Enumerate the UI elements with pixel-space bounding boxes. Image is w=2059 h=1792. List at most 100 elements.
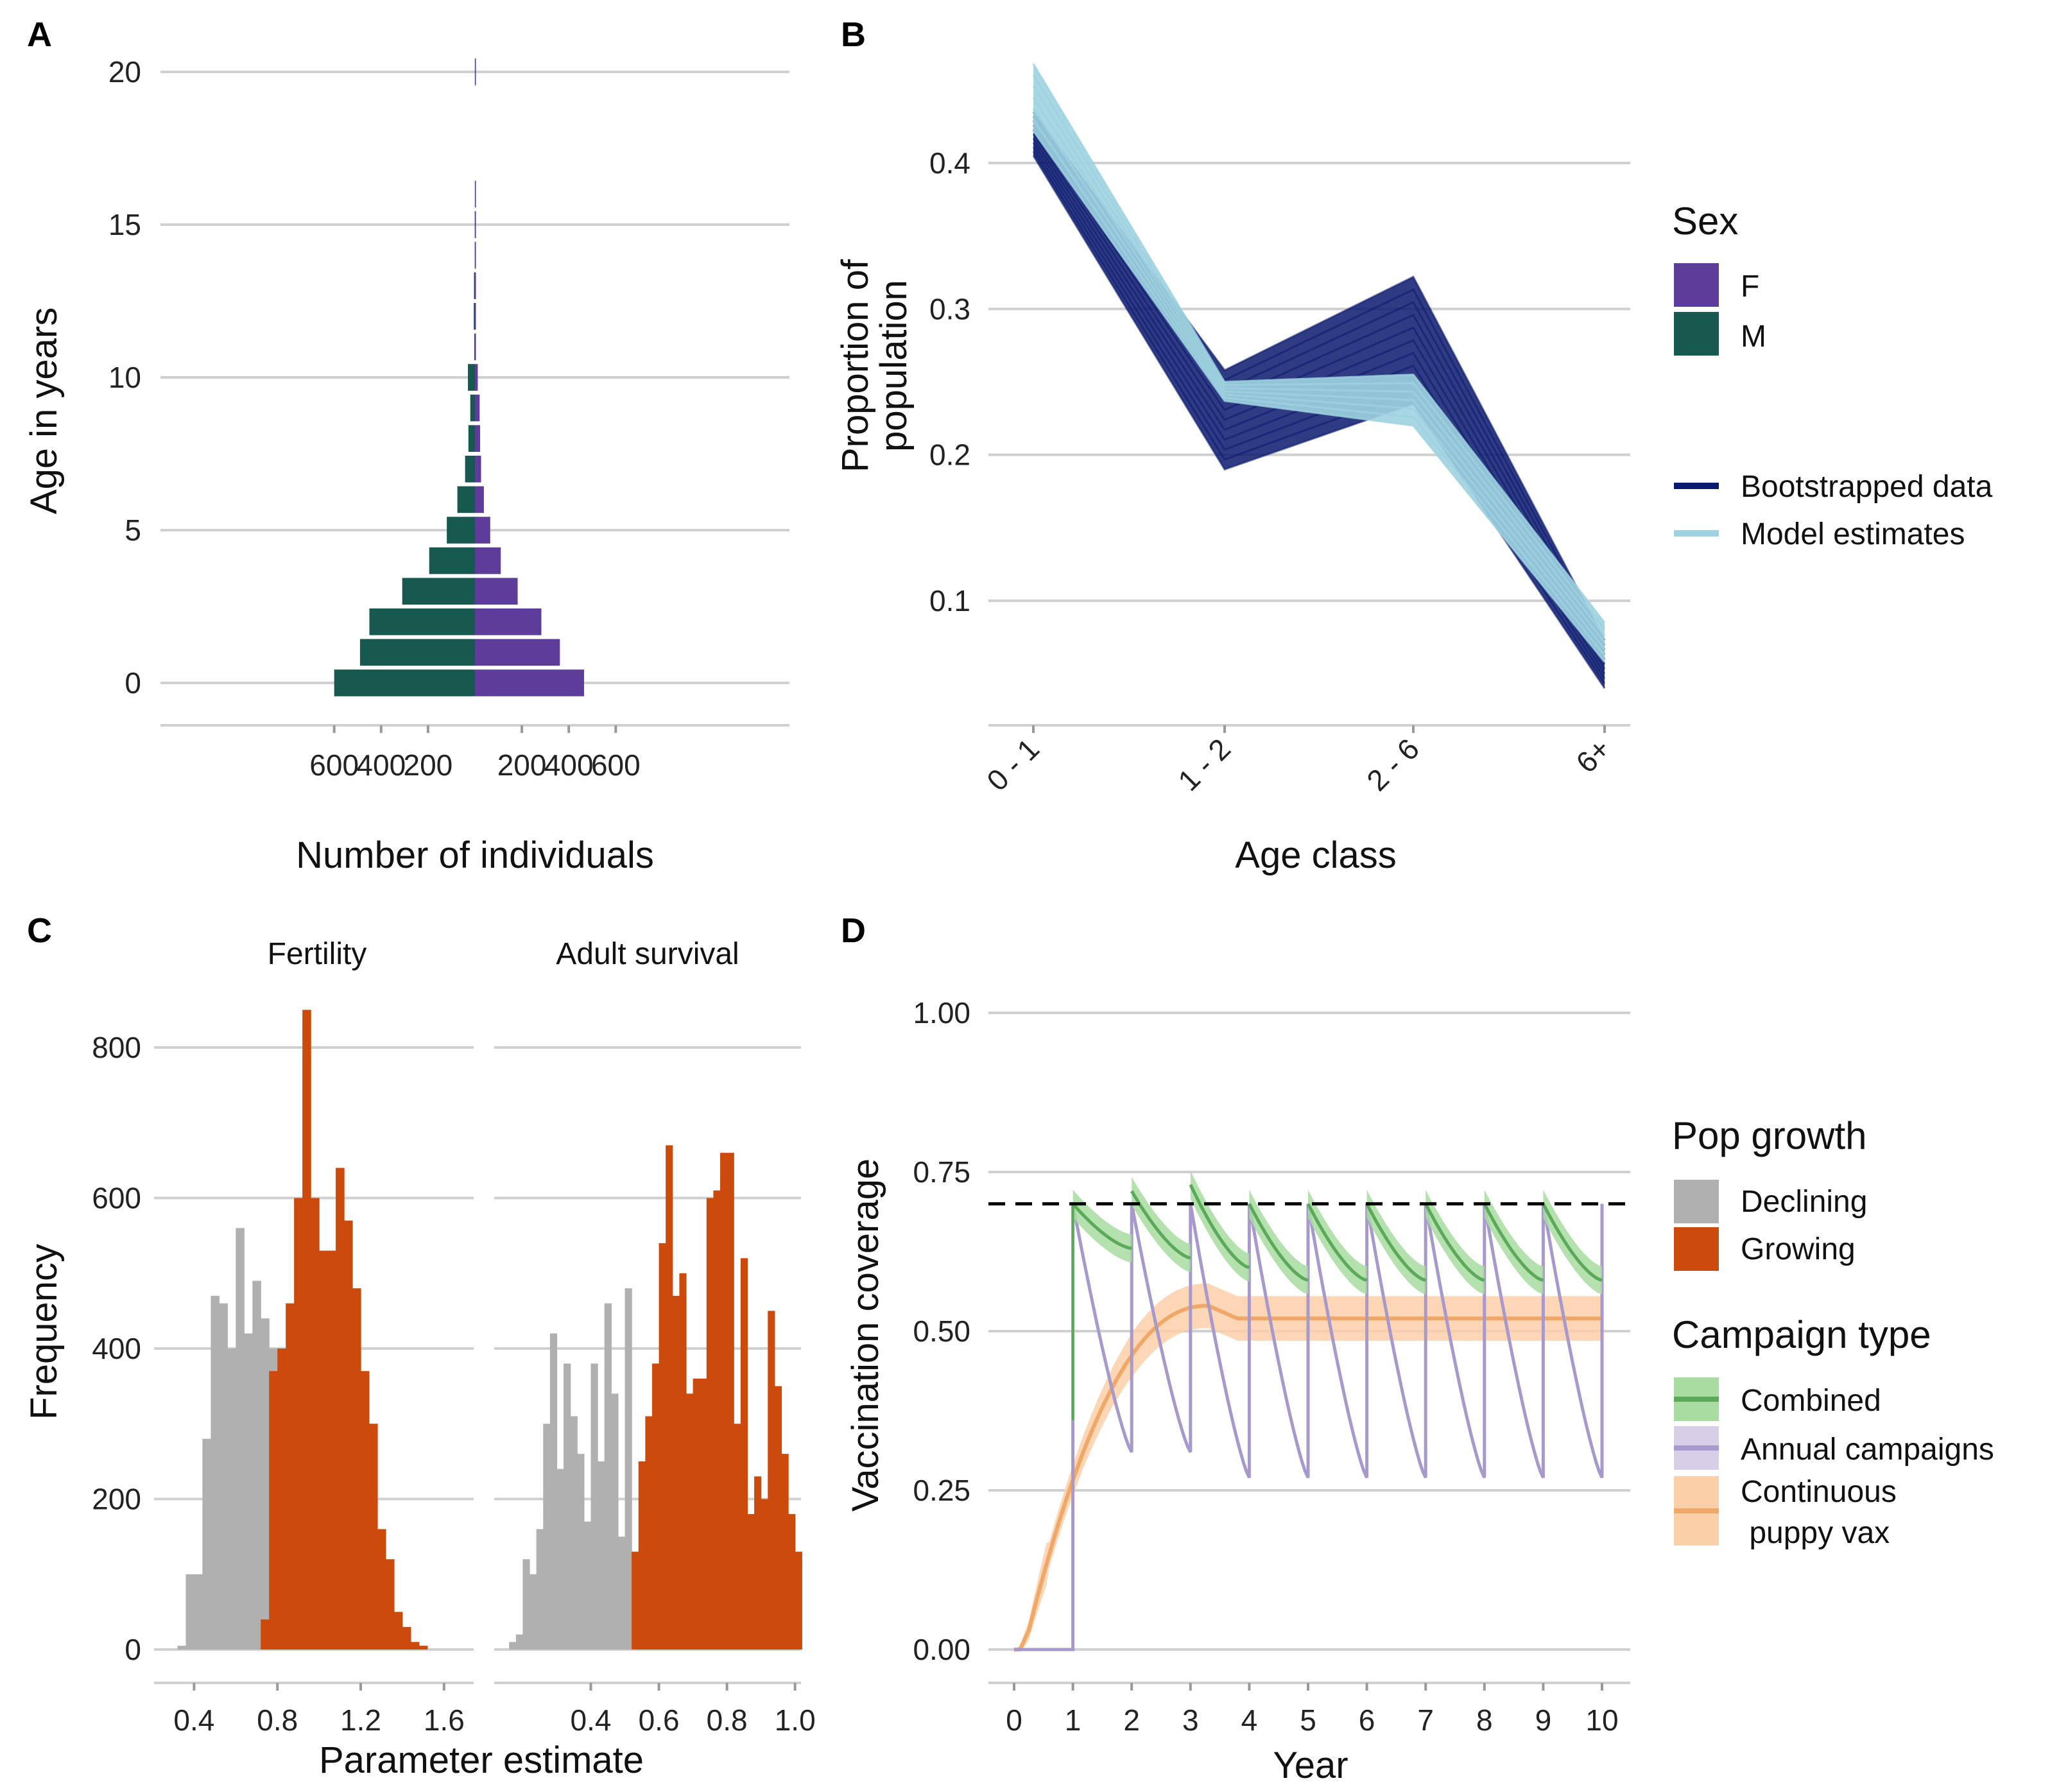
legend-combined-label: Combined: [1741, 1384, 1881, 1418]
panel-c-bar-declining: [556, 1469, 564, 1650]
panel-a-x-tick-right: 400: [544, 748, 594, 782]
panel-c: C Fertility Adult survival 0 200 400 600 800…: [23, 911, 816, 1781]
panel-c-bar-growing: [269, 1371, 278, 1650]
panel-c-y-tick: 0: [125, 1633, 141, 1666]
panel-c-bar-declining: [564, 1363, 571, 1650]
panel-b-model-line: [1032, 96, 1606, 643]
panel-d-x-tick: 2: [1123, 1703, 1140, 1737]
panel-a-bar-f: [475, 639, 560, 666]
panel-a-y-tick: 0: [125, 666, 141, 700]
panel-c-bar-growing: [795, 1551, 802, 1650]
panel-a-bar-m: [402, 578, 475, 605]
panel-c-bar-growing: [747, 1513, 755, 1650]
panel-c-bar-declining: [211, 1295, 220, 1650]
legend-sex-f-swatch: [1674, 263, 1719, 307]
panel-d-x-tick: 9: [1535, 1703, 1552, 1737]
panel-c-bar-growing: [672, 1295, 680, 1650]
panel-d-x-tick: 5: [1300, 1703, 1316, 1737]
panel-d-combined-line: [1424, 1203, 1485, 1282]
panel-b-y-title: Proportion of population: [834, 259, 915, 472]
legend-pop-growth: Pop growth Declining Growing: [1672, 1114, 1867, 1271]
panel-d-combined-band: [1484, 1189, 1544, 1295]
panel-a-label: A: [27, 15, 52, 54]
panel-c-x-tick: 0.4: [173, 1703, 214, 1737]
panel-a-bar-m: [447, 517, 475, 544]
panel-c-x-tick: 1.6: [424, 1703, 465, 1737]
panel-d-x-tick: 1: [1065, 1703, 1081, 1737]
panel-d-combined-line: [1071, 1202, 1132, 1250]
panel-b-bootstrap-line: [1032, 155, 1606, 689]
panel-d-x-tick: 8: [1476, 1703, 1493, 1737]
panel-c-bar-declining: [611, 1393, 619, 1650]
panel-c-bar-growing: [311, 1198, 320, 1650]
panel-b-lines: [1032, 63, 1606, 689]
panel-c-bar-growing: [418, 1646, 428, 1650]
panel-b: B 0.1 0.2 0.3 0.4 0 - 1 1 - 2 2 - 6 6+ Proport…: [834, 15, 1630, 876]
panel-d-x-tick: 7: [1417, 1703, 1434, 1737]
panel-c-bar-growing: [294, 1198, 303, 1650]
panel-b-model-line: [1032, 130, 1606, 663]
panel-c-bar-growing: [277, 1348, 286, 1650]
panel-d-y-tick: 0.75: [913, 1155, 970, 1189]
panel-a-bar-f: [475, 180, 476, 208]
panel-b-y-tick: 0.4: [929, 146, 970, 180]
panel-c-bar-growing: [706, 1198, 714, 1650]
panel-b-axes: 0 - 1 1 - 2 2 - 6 6+: [980, 724, 1630, 797]
panel-c-y-tick: 200: [92, 1483, 141, 1516]
legend-campaign-title: Campaign type: [1672, 1313, 1931, 1356]
panel-c-bar-growing: [651, 1363, 660, 1650]
panel-a-bar-f: [475, 547, 501, 574]
legend-growing-swatch: [1674, 1227, 1719, 1271]
panel-c-bar-declining: [515, 1634, 524, 1650]
panel-a-bar-f: [475, 425, 481, 452]
panel-b-y-title-line2: population: [873, 280, 915, 452]
legend-pop-title: Pop growth: [1672, 1114, 1867, 1157]
panel-c-bar-growing: [774, 1386, 782, 1650]
panel-c-bar-growing: [638, 1461, 646, 1650]
panel-c-x-title: Parameter estimate: [319, 1739, 644, 1781]
panel-c-bar-growing: [368, 1424, 378, 1650]
panel-a-y-title: Age in years: [23, 307, 65, 514]
panel-a-bar-m: [429, 547, 475, 574]
panel-a-bars: [334, 58, 584, 696]
panel-d-x-tick: 3: [1182, 1703, 1199, 1737]
panel-a-bar-f: [475, 303, 476, 330]
panel-c-grid: 0 200 400 600 800: [92, 1031, 801, 1666]
panel-b-x-tick: 2 - 6: [1360, 732, 1426, 797]
panel-c-bar-growing: [685, 1393, 694, 1650]
panel-d-combined-line: [1542, 1203, 1603, 1282]
panel-c-bar-declining: [604, 1303, 612, 1650]
legend-sex-title: Sex: [1672, 200, 1738, 243]
panel-b-y-title-line1: Proportion of: [834, 259, 876, 472]
panel-c-bar-declining: [185, 1574, 195, 1650]
panel-b-y-tick: 0.1: [929, 584, 970, 617]
legend-bootstrap-label: Bootstrapped data: [1741, 470, 1993, 504]
panel-d-combined-band: [1543, 1189, 1602, 1295]
panel-a-bar-f: [475, 241, 476, 269]
panel-c-bar-declining: [617, 1537, 626, 1650]
panel-c-y-tick: 800: [92, 1031, 141, 1064]
panel-a-y-tick: 5: [125, 513, 141, 547]
panel-a-bar-m: [468, 364, 475, 391]
panel-a-bar-f: [475, 517, 490, 544]
panel-b-x-tick: 6+: [1569, 732, 1617, 779]
panel-c-bar-declining: [570, 1416, 578, 1650]
panel-a-bar-f: [475, 394, 480, 422]
panel-c-bar-growing: [344, 1220, 353, 1650]
panel-c-y-tick: 600: [92, 1182, 141, 1215]
panel-c-bar-declining: [577, 1454, 585, 1650]
panel-c-y-tick: 400: [92, 1332, 141, 1365]
legend-sex-f-label: F: [1741, 270, 1759, 304]
panel-c-x-tick: 0.6: [639, 1703, 680, 1737]
panel-a-x-title: Number of individuals: [296, 834, 654, 876]
panel-c-bar-growing: [410, 1642, 420, 1650]
panel-c-bar-growing: [666, 1145, 673, 1650]
panel-a-x-tick-left: 200: [404, 748, 453, 782]
panel-d-x-tick: 0: [1006, 1703, 1022, 1737]
panel-a-y-tick: 15: [108, 208, 141, 241]
panel-a-bar-f: [475, 58, 476, 85]
legend-sex-m-swatch: [1674, 312, 1719, 356]
panel-d-combined-band: [1366, 1189, 1426, 1295]
panel-a-x-tick-left: 600: [309, 748, 359, 782]
panel-c-bar-growing: [788, 1513, 796, 1650]
